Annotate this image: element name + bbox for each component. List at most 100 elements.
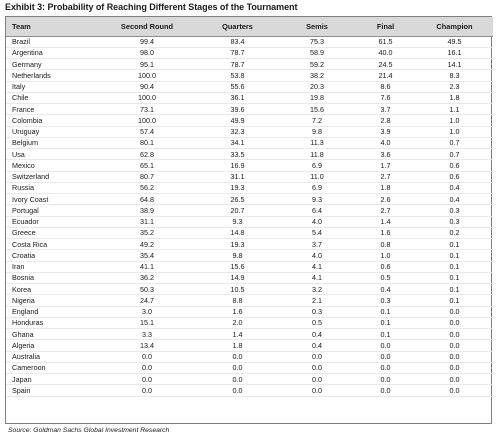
quarters-cell: 0.0 bbox=[196, 362, 279, 375]
champion-cell: 0.7 bbox=[416, 148, 493, 161]
team-cell: Greece bbox=[6, 227, 98, 240]
champion-cell: 0.1 bbox=[416, 283, 493, 296]
semis-cell: 4.1 bbox=[279, 261, 355, 273]
table-row: Uruguay 57.4 32.3 9.8 3.9 1.0 bbox=[6, 126, 493, 138]
source-note: Source: Goldman Sachs Global Investment … bbox=[8, 427, 170, 434]
semis-cell: 4.0 bbox=[279, 216, 355, 228]
final-cell: 0.0 bbox=[355, 339, 416, 352]
semis-cell: 4.0 bbox=[279, 249, 355, 262]
table-row: Algeria 13.4 1.8 0.4 0.0 0.0 bbox=[6, 339, 493, 352]
table-row: Colombia 100.0 49.9 7.2 2.8 1.0 bbox=[6, 114, 493, 127]
table-row: Belgium 80.1 34.1 11.3 4.0 0.7 bbox=[6, 137, 493, 150]
team-cell: Germany bbox=[6, 58, 98, 71]
semis-cell: 0.0 bbox=[279, 362, 355, 375]
semis-cell: 0.3 bbox=[279, 306, 355, 318]
quarters-cell: 19.3 bbox=[196, 238, 279, 251]
table-row: Portugal 38.9 20.7 6.4 2.7 0.3 bbox=[6, 204, 493, 217]
team-cell: Nigeria bbox=[6, 294, 98, 307]
table-row: Chile 100.0 36.1 19.8 7.6 1.8 bbox=[6, 92, 493, 105]
second-round-cell: 38.9 bbox=[98, 204, 196, 217]
final-cell: 1.7 bbox=[355, 159, 416, 172]
semis-cell: 0.4 bbox=[279, 339, 355, 352]
final-cell: 3.7 bbox=[355, 103, 416, 116]
champion-cell: 0.7 bbox=[416, 137, 493, 150]
champion-cell: 14.1 bbox=[416, 58, 493, 71]
semis-cell: 38.2 bbox=[279, 69, 355, 82]
team-cell: Ivory Coast bbox=[6, 193, 98, 206]
quarters-cell: 0.0 bbox=[196, 373, 279, 386]
team-cell: Chile bbox=[6, 92, 98, 105]
semis-cell: 75.3 bbox=[279, 36, 355, 48]
second-round-cell: 24.7 bbox=[98, 294, 196, 307]
second-round-cell: 41.1 bbox=[98, 261, 196, 273]
column-header-semis: Semis bbox=[279, 17, 355, 37]
champion-cell: 0.0 bbox=[416, 317, 493, 330]
quarters-cell: 9.3 bbox=[196, 216, 279, 228]
team-cell: Korea bbox=[6, 283, 98, 296]
second-round-cell: 0.0 bbox=[98, 373, 196, 386]
quarters-cell: 34.1 bbox=[196, 137, 279, 150]
team-cell: Switzerland bbox=[6, 171, 98, 183]
champion-cell: 0.1 bbox=[416, 294, 493, 307]
table-row: Australia 0.0 0.0 0.0 0.0 0.0 bbox=[6, 351, 493, 363]
team-cell: Belgium bbox=[6, 137, 98, 150]
final-cell: 1.0 bbox=[355, 249, 416, 262]
semis-cell: 9.8 bbox=[279, 126, 355, 138]
semis-cell: 3.2 bbox=[279, 283, 355, 296]
champion-cell: 49.5 bbox=[416, 36, 493, 48]
champion-cell: 0.0 bbox=[416, 306, 493, 318]
champion-cell: 0.6 bbox=[416, 171, 493, 183]
column-header-champion: Champion bbox=[416, 17, 493, 37]
column-header-second-round: Second Round bbox=[98, 17, 196, 37]
team-cell: Russia bbox=[6, 182, 98, 195]
quarters-cell: 10.5 bbox=[196, 283, 279, 296]
semis-cell: 15.6 bbox=[279, 103, 355, 116]
quarters-cell: 19.3 bbox=[196, 182, 279, 195]
quarters-cell: 15.6 bbox=[196, 261, 279, 273]
quarters-cell: 78.7 bbox=[196, 58, 279, 71]
team-cell: Colombia bbox=[6, 114, 98, 127]
table-row: Iran 41.1 15.6 4.1 0.6 0.1 bbox=[6, 261, 493, 273]
column-header-final: Final bbox=[355, 17, 416, 37]
team-cell: Netherlands bbox=[6, 69, 98, 82]
probability-table: Team Second Round Quarters Semis Final C… bbox=[6, 17, 493, 397]
champion-cell: 0.6 bbox=[416, 159, 493, 172]
table-row: Mexico 65.1 16.9 6.9 1.7 0.6 bbox=[6, 159, 493, 172]
team-cell: Iran bbox=[6, 261, 98, 273]
champion-cell: 1.1 bbox=[416, 103, 493, 116]
final-cell: 7.6 bbox=[355, 92, 416, 105]
semis-cell: 9.3 bbox=[279, 193, 355, 206]
final-cell: 0.0 bbox=[355, 362, 416, 375]
quarters-cell: 0.0 bbox=[196, 351, 279, 363]
final-cell: 3.9 bbox=[355, 126, 416, 138]
champion-cell: 0.0 bbox=[416, 328, 493, 341]
final-cell: 0.0 bbox=[355, 373, 416, 386]
quarters-cell: 1.8 bbox=[196, 339, 279, 352]
table-row: Ghana 3.3 1.4 0.4 0.1 0.0 bbox=[6, 328, 493, 341]
champion-cell: 0.2 bbox=[416, 227, 493, 240]
second-round-cell: 31.1 bbox=[98, 216, 196, 228]
quarters-cell: 39.6 bbox=[196, 103, 279, 116]
final-cell: 2.7 bbox=[355, 171, 416, 183]
final-cell: 1.8 bbox=[355, 182, 416, 195]
table-row: Switzerland 80.7 31.1 11.0 2.7 0.6 bbox=[6, 171, 493, 183]
table-row: Croatia 35.4 9.8 4.0 1.0 0.1 bbox=[6, 249, 493, 262]
team-cell: England bbox=[6, 306, 98, 318]
final-cell: 0.5 bbox=[355, 272, 416, 285]
second-round-cell: 100.0 bbox=[98, 92, 196, 105]
quarters-cell: 32.3 bbox=[196, 126, 279, 138]
second-round-cell: 80.7 bbox=[98, 171, 196, 183]
table-row: Usa 62.8 33.5 11.8 3.6 0.7 bbox=[6, 148, 493, 161]
final-cell: 0.0 bbox=[355, 384, 416, 397]
semis-cell: 6.9 bbox=[279, 159, 355, 172]
team-cell: Uruguay bbox=[6, 126, 98, 138]
semis-cell: 0.0 bbox=[279, 373, 355, 386]
team-cell: Usa bbox=[6, 148, 98, 161]
semis-cell: 0.0 bbox=[279, 384, 355, 397]
quarters-cell: 1.4 bbox=[196, 328, 279, 341]
quarters-cell: 83.4 bbox=[196, 36, 279, 48]
semis-cell: 19.8 bbox=[279, 92, 355, 105]
quarters-cell: 36.1 bbox=[196, 92, 279, 105]
champion-cell: 0.0 bbox=[416, 362, 493, 375]
team-cell: Spain bbox=[6, 384, 98, 397]
